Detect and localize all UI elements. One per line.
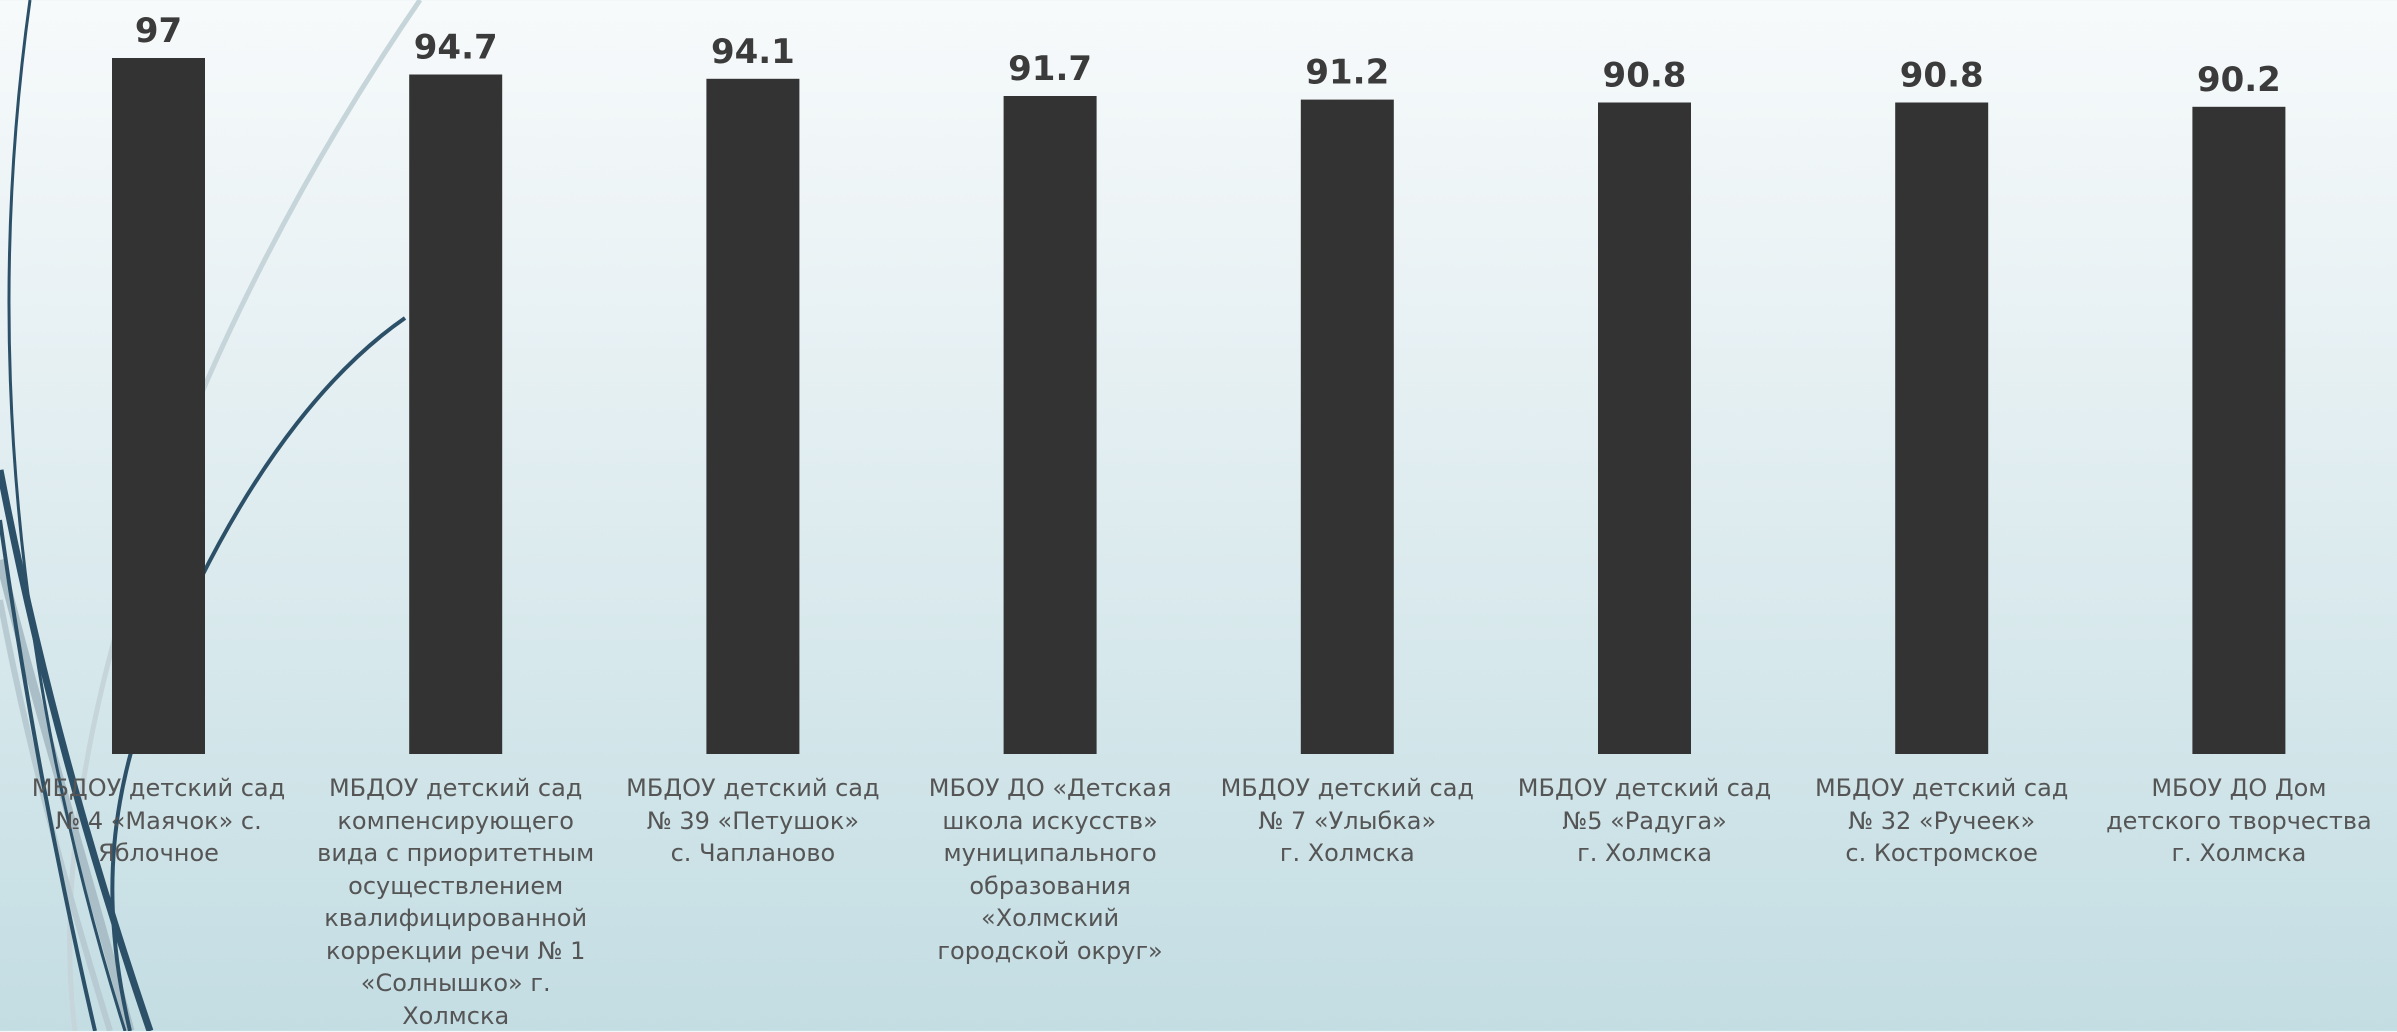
category-label: МБДОУ детский сад № 4 «Маячок» с. Яблочн… xyxy=(31,774,286,867)
bar xyxy=(1598,102,1691,754)
data-label: 97 xyxy=(135,11,182,51)
category-label: МБДОУ детский сад № 7 «Улыбка» г. Холмск… xyxy=(1220,774,1474,867)
data-label: 90.2 xyxy=(2197,60,2281,100)
bar-group xyxy=(112,58,2286,755)
decor-curve-dark-4 xyxy=(0,519,97,1031)
bar xyxy=(112,58,205,754)
category-label: МБДОУ детский сад №5 «Радуга» г. Холмска xyxy=(1517,774,1772,867)
category-label: МБДОУ детский сад № 39 «Петушок» с. Чапл… xyxy=(626,774,880,867)
category-label: МБДОУ детский сад компенсирующего вида с… xyxy=(317,774,595,1030)
bar xyxy=(2192,106,2286,755)
data-label-group: 97 94.7 94.1 91.7 91.2 90.8 90.8 90.2 xyxy=(135,11,2281,100)
decor-curve-dark-1 xyxy=(7,0,127,1031)
data-label: 94.1 xyxy=(711,32,795,72)
data-label: 91.2 xyxy=(1305,53,1389,93)
category-label: МБОУ ДО Дом детского творчества г. Холмс… xyxy=(2106,774,2372,867)
bar xyxy=(409,74,503,754)
bar xyxy=(1300,99,1394,755)
data-label: 91.7 xyxy=(1008,49,1092,89)
decor-curve-dark-2 xyxy=(0,469,154,1031)
category-label: МБДОУ детский сад № 32 «Ручеек» с. Костр… xyxy=(1814,774,2069,867)
bar xyxy=(1003,96,1097,754)
bar xyxy=(706,78,800,755)
data-label: 90.8 xyxy=(1603,56,1687,96)
category-label: МБОУ ДО «Детская школа искусств» муницип… xyxy=(928,774,1172,965)
bar xyxy=(1895,102,1989,754)
data-label: 90.8 xyxy=(1900,56,1984,96)
data-label: 94.7 xyxy=(414,28,498,68)
